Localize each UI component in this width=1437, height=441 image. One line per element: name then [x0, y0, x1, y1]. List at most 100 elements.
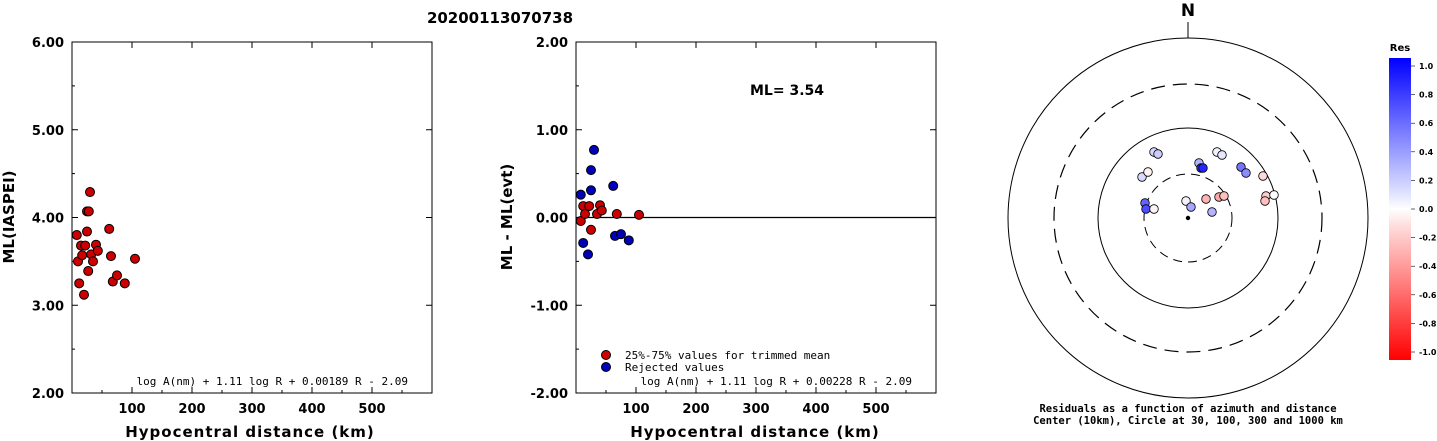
left-data-point: [92, 245, 103, 256]
trimmed-data-point: [586, 224, 596, 235]
trimmed-data-point: [584, 201, 595, 212]
legend-trimmed-label: 25%-75% values for trimmed mean: [625, 349, 830, 362]
colorbar-title: Res: [1390, 43, 1410, 54]
middle-tick-group: 100 200 300 400 500 -2.00 -1.00 0.00 1.00 2.00: [531, 36, 936, 417]
station-residual-point: [1143, 167, 1153, 177]
trimmed-data-point: [596, 205, 607, 216]
middle-points-group: [575, 144, 644, 260]
station-residual-point: [1198, 163, 1208, 173]
left-data-point: [74, 278, 85, 289]
rejected-data-point: [586, 165, 596, 176]
station-residual-point: [1201, 194, 1211, 204]
trimmed-data-point: [580, 208, 590, 219]
rejected-data-point: [586, 185, 596, 196]
middle-x-tick-label: 100: [622, 402, 649, 417]
left-y-axis-label: ML(IASPEI): [0, 170, 18, 263]
left-x-tick-label: 300: [238, 402, 265, 417]
left-data-point: [71, 230, 82, 241]
circle-300km: [1053, 83, 1323, 353]
station-residual-point: [1236, 162, 1246, 172]
trimmed-data-point: [611, 208, 622, 219]
colorbar-tick-label: -1.0: [1419, 348, 1437, 357]
left-data-point: [80, 240, 91, 251]
ml-annotation: ML= 3.54: [750, 83, 824, 99]
legend-rejected-label: Rejected values: [625, 361, 724, 374]
figure-title: 20200113070738: [427, 9, 573, 27]
station-residual-point: [1153, 149, 1163, 159]
left-x-axis-label: Hypocentral distance (km): [125, 423, 375, 441]
colorbar-gradient: [1389, 58, 1411, 360]
left-x-tick-label: 200: [178, 402, 205, 417]
left-data-point: [88, 256, 98, 267]
left-scatter-plot: 100 200 300 400 500 2.00 3.00 4.00 5.00 6.00 ML(I…: [0, 36, 433, 441]
station-residual-point: [1258, 171, 1268, 181]
station-residual-point: [1260, 196, 1270, 206]
middle-x-tick-label: 300: [742, 402, 769, 417]
left-y-tick-label: 5.00: [32, 124, 64, 139]
left-formula: log A(nm) + 1.11 log R + 0.00189 R - 2.0…: [136, 375, 408, 388]
station-residual-point: [1207, 207, 1217, 217]
colorbar-ticks-group: 1.0 0.8 0.6 0.4 0.2 0.0 -0.2 -0.4 -0.6 -0.8 -1.0: [1411, 62, 1437, 357]
station-residual-point: [1217, 150, 1227, 160]
left-data-point: [83, 206, 94, 217]
left-y-tick-label: 4.00: [32, 212, 64, 227]
colorbar-tick-label: 0.2: [1419, 176, 1433, 185]
station-residual-point: [1141, 204, 1151, 214]
station-residual-point: [1149, 204, 1159, 214]
colorbar-tick-label: -0.4: [1419, 262, 1437, 271]
station-residual-point: [1241, 168, 1251, 178]
left-data-point: [82, 226, 92, 237]
colorbar-tick-label: -0.2: [1419, 234, 1437, 243]
middle-x-tick-label: 400: [802, 402, 829, 417]
circle-1000km: [1007, 37, 1369, 399]
left-data-point: [85, 187, 95, 198]
azimuth-residual-plot: N Residuals as a function of azimuth and…: [1007, 1, 1369, 427]
middle-residual-plot: 100 200 300 400 500 -2.00 -1.00 0.00 1.00 2.00 ML…: [498, 36, 937, 441]
epicenter-marker: [1185, 215, 1191, 221]
middle-x-tick-label: 200: [682, 402, 709, 417]
left-y-tick-label: 2.00: [32, 387, 64, 402]
polar-caption-line2: Center (10km), Circle at 30, 100, 300 an…: [1033, 415, 1343, 427]
station-residual-point: [1137, 172, 1147, 182]
middle-y-axis-label: ML - ML(evt): [498, 164, 516, 270]
middle-y-tick-label: 1.00: [536, 124, 568, 139]
left-y-tick-label: 3.00: [32, 299, 64, 314]
middle-y-tick-label: 0.00: [536, 212, 568, 227]
colorbar-tick-label: -0.8: [1419, 319, 1437, 328]
trimmed-data-point: [634, 209, 644, 220]
left-data-point: [112, 270, 122, 281]
north-label: N: [1181, 1, 1195, 21]
rejected-data-point: [589, 144, 599, 155]
colorbar-tick-label: 0.0: [1419, 205, 1434, 214]
middle-y-tick-label: -2.00: [531, 387, 568, 402]
colorbar-tick-label: 1.0: [1419, 62, 1434, 71]
left-x-tick-label: 100: [118, 402, 145, 417]
left-data-point: [104, 223, 115, 234]
left-data-point: [106, 251, 116, 262]
left-points-group: [71, 187, 140, 300]
circle-30km: [1143, 173, 1233, 263]
colorbar-tick-label: 0.6: [1419, 119, 1434, 128]
rejected-data-point: [616, 229, 626, 240]
station-residual-point: [1269, 190, 1279, 200]
rejected-data-point: [575, 189, 586, 200]
left-data-point: [83, 266, 94, 277]
station-residual-point: [1181, 196, 1191, 206]
legend-rejected-marker: [601, 362, 611, 372]
residual-colorbar: Res 1.0 0.8 0.6 0.4 0.2 0.0 -0.2 -0.4 -0.6 -0.8 -1…: [1389, 43, 1437, 360]
left-data-point: [119, 278, 130, 289]
station-residual-point: [1219, 191, 1229, 201]
left-data-point: [77, 250, 88, 261]
left-data-point: [130, 253, 140, 264]
legend-trimmed-marker: [601, 350, 611, 360]
circle-100km: [1097, 127, 1279, 309]
left-x-tick-label: 400: [298, 402, 325, 417]
polar-caption-line1: Residuals as a function of azimuth and d…: [1039, 403, 1336, 415]
left-tick-group: 100 200 300 400 500 2.00 3.00 4.00 5.00 6.00: [32, 36, 432, 417]
station-residual-point: [1186, 202, 1196, 212]
rejected-data-point: [578, 237, 589, 248]
middle-y-tick-label: -1.00: [531, 299, 568, 314]
station-residuals-group: [1137, 147, 1279, 217]
rejected-data-point: [623, 235, 634, 246]
middle-x-tick-label: 500: [862, 402, 889, 417]
